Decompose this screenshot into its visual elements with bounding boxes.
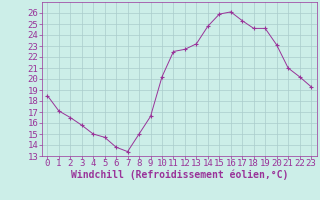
X-axis label: Windchill (Refroidissement éolien,°C): Windchill (Refroidissement éolien,°C) xyxy=(70,170,288,180)
